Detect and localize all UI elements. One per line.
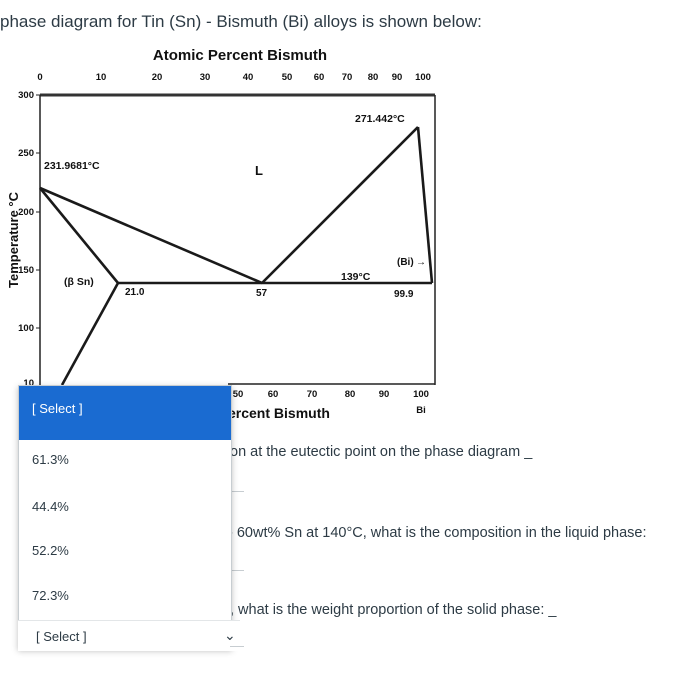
top-axis-title: Atomic Percent Bismuth bbox=[153, 47, 327, 64]
phase-diagram: Atomic Percent Bismuth 0 10 20 30 40 50 … bbox=[6, 47, 436, 425]
bottom-tick-100: 100 bbox=[413, 389, 429, 400]
bottom-tick-80: 80 bbox=[345, 389, 356, 400]
y-tick-250: 250 bbox=[18, 148, 34, 159]
question-3-text: , what is the weight proportion of the s… bbox=[230, 602, 557, 618]
dropdown-option-1[interactable]: 61.3% bbox=[32, 452, 69, 467]
bottom-axis-title: ercent Bismuth bbox=[228, 405, 330, 421]
bottom-tick-90: 90 bbox=[379, 389, 390, 400]
sn-melt-label: 231.9681°C bbox=[44, 160, 100, 172]
answer-underline-3 bbox=[230, 646, 244, 647]
intro-text: phase diagram for Tin (Sn) - Bismuth (Bi… bbox=[0, 12, 482, 31]
bottom-tick-50: 50 bbox=[233, 389, 244, 400]
y-tick-100: 100 bbox=[18, 323, 34, 334]
top-tick-100: 100 bbox=[415, 72, 431, 83]
dropdown-option-select-placeholder[interactable]: [ Select ] bbox=[19, 386, 231, 440]
y-tick-150: 150 bbox=[18, 265, 34, 276]
dropdown-option-2[interactable]: 44.4% bbox=[32, 499, 69, 514]
bottom-end-label: Bi bbox=[416, 405, 426, 416]
y-tick-partial: 10 bbox=[23, 378, 34, 389]
dropdown-label: [ Select ] bbox=[36, 629, 87, 644]
eutectic-temp-label: 139°C bbox=[341, 271, 371, 283]
liquid-label: L bbox=[255, 163, 263, 178]
top-tick-0: 0 bbox=[37, 72, 42, 83]
chevron-down-icon: ⌄ bbox=[224, 627, 236, 643]
answer-dropdown-list[interactable]: [ Select ] 61.3% 44.4% 52.2% 72.3% bbox=[18, 385, 232, 649]
dropdown-option-4[interactable]: 72.3% bbox=[32, 588, 69, 603]
answer-underline-2 bbox=[230, 570, 244, 571]
beta-sn-label: (β Sn) bbox=[64, 276, 94, 288]
top-tick-90: 90 bbox=[392, 72, 403, 83]
top-tick-10: 10 bbox=[96, 72, 107, 83]
bi-phase-label: (Bi) bbox=[397, 257, 414, 268]
sn-solvus-comp-label: 21.0 bbox=[125, 287, 145, 298]
top-tick-80: 80 bbox=[368, 72, 379, 83]
eutectic-comp-label: 57 bbox=[256, 288, 268, 299]
dropdown-option-3[interactable]: 52.2% bbox=[32, 543, 69, 558]
top-tick-70: 70 bbox=[342, 72, 353, 83]
top-tick-30: 30 bbox=[200, 72, 211, 83]
top-tick-60: 60 bbox=[314, 72, 325, 83]
question-1-text: on at the eutectic point on the phase di… bbox=[230, 444, 533, 460]
top-tick-20: 20 bbox=[152, 72, 163, 83]
y-axis-title: Temperature °C bbox=[6, 191, 21, 288]
bi-solvus-comp-label: 99.9 bbox=[394, 289, 414, 300]
y-tick-200: 200 bbox=[18, 207, 34, 218]
answer-underline-1 bbox=[230, 491, 244, 492]
answer-dropdown[interactable]: [ Select ] ⌄ bbox=[18, 620, 240, 651]
y-tick-300: 300 bbox=[18, 90, 34, 101]
bottom-tick-60: 60 bbox=[268, 389, 279, 400]
bi-melt-label: 271.442°C bbox=[355, 113, 405, 125]
bottom-axis: 50 60 70 80 90 100 Bi ercent Bismuth bbox=[228, 383, 435, 421]
bottom-tick-70: 70 bbox=[307, 389, 318, 400]
bi-arrow-icon: → bbox=[416, 257, 426, 268]
question-2-text: - 60wt% Sn at 140°C, what is the composi… bbox=[228, 525, 647, 541]
top-tick-40: 40 bbox=[243, 72, 254, 83]
top-tick-50: 50 bbox=[282, 72, 293, 83]
